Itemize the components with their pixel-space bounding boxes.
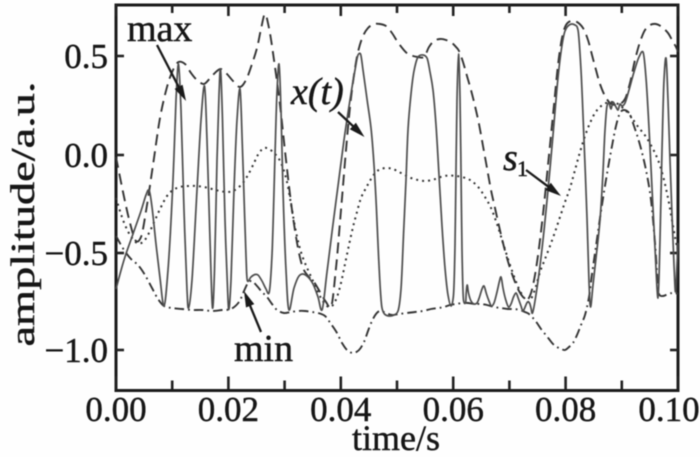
svg-text:−0.5: −0.5 bbox=[45, 234, 109, 273]
svg-text:time/s: time/s bbox=[352, 418, 440, 457]
svg-text:s: s bbox=[503, 137, 518, 179]
svg-text:1: 1 bbox=[517, 156, 528, 181]
svg-text:min: min bbox=[234, 328, 293, 370]
svg-text:−1.0: −1.0 bbox=[45, 331, 109, 370]
svg-text:0.08: 0.08 bbox=[535, 390, 596, 429]
svg-text:0.04: 0.04 bbox=[310, 390, 371, 429]
svg-text:0.5: 0.5 bbox=[64, 37, 108, 76]
svg-text:amplitude/a.u.: amplitude/a.u. bbox=[5, 82, 42, 347]
svg-text:0.00: 0.00 bbox=[85, 390, 146, 429]
svg-text:0.06: 0.06 bbox=[423, 390, 484, 429]
svg-text:0.10: 0.10 bbox=[638, 390, 699, 429]
svg-text:max: max bbox=[127, 8, 192, 50]
svg-text:x(t): x(t) bbox=[290, 71, 344, 113]
svg-text:0.0: 0.0 bbox=[64, 136, 108, 175]
svg-text:0.02: 0.02 bbox=[198, 390, 259, 429]
